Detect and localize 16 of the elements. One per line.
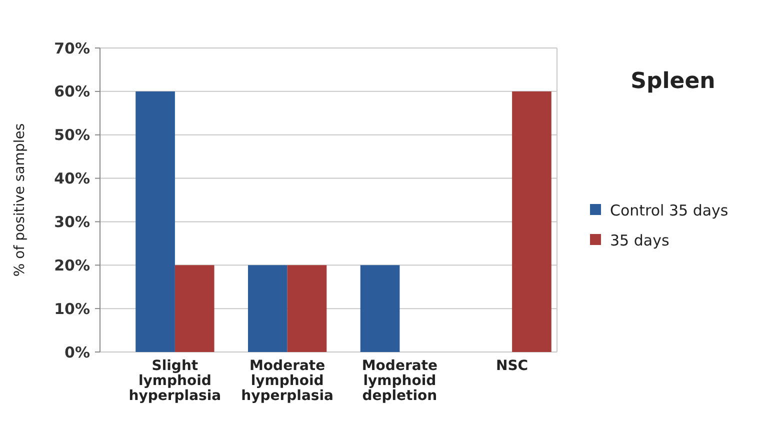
y-tick-label: 60% <box>54 82 90 101</box>
y-tick-label: 0% <box>64 343 90 362</box>
y-tick-label: 50% <box>54 126 90 144</box>
x-tick-label: NSC <box>496 358 528 374</box>
legend-label: Control 35 days <box>610 201 728 220</box>
y-tick-label: 70% <box>54 39 90 58</box>
y-tick-label: 10% <box>54 300 90 318</box>
y-axis-title: % of positive samples <box>12 123 28 277</box>
text: Spleen <box>630 69 716 94</box>
y-tick-label: 30% <box>54 212 90 231</box>
legend-label: 35 days <box>610 231 670 250</box>
x-tick-label: Moderate lymphoid hyperplasia <box>241 358 334 404</box>
x-tick-label: Moderate lymphoid depletion <box>362 358 438 404</box>
x-tick-label: Slight lymphoid hyperplasia <box>128 358 222 404</box>
y-tick-label: 40% <box>54 170 90 188</box>
y-tick-label: 20% <box>54 256 90 274</box>
